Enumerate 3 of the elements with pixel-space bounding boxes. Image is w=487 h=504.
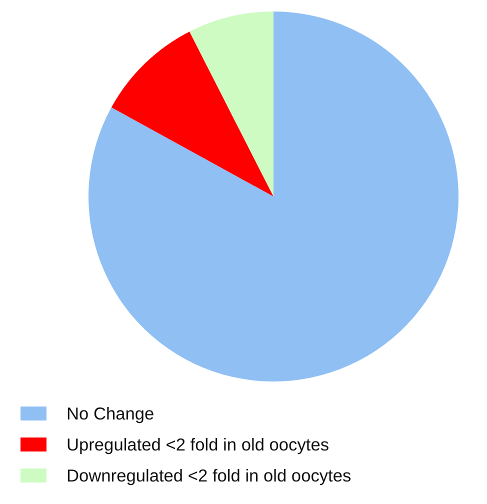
legend-label: No Change	[66, 404, 154, 424]
legend-label: Upregulated <2 fold in old oocytes	[66, 434, 330, 454]
legend-label: Downregulated <2 fold in old oocytes	[66, 466, 352, 486]
